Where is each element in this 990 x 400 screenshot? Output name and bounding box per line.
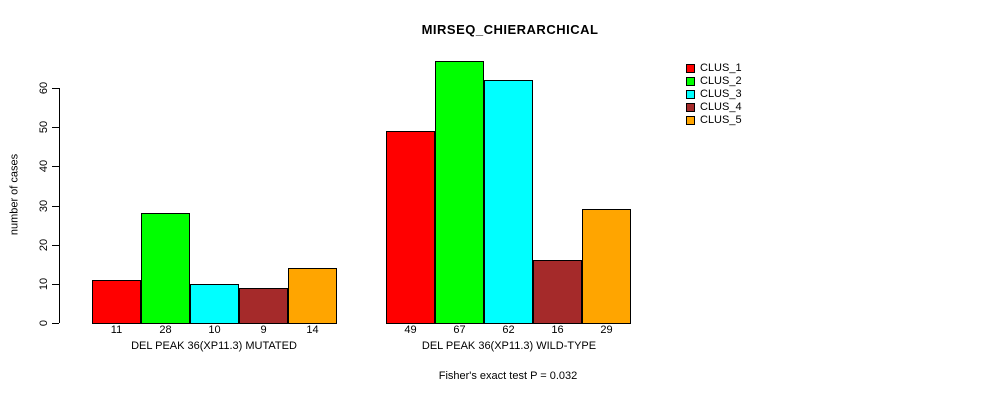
legend-swatch-clus_1 xyxy=(686,64,695,73)
bar-clus_4-group1 xyxy=(239,288,288,324)
bar-clus_3-group2 xyxy=(484,80,533,324)
y-tick-label-30: 30 xyxy=(38,199,50,213)
y-tick-mark-40 xyxy=(52,166,59,167)
bar-clus_5-group2 xyxy=(582,209,631,324)
group-label-wild-type: DEL PEAK 36(XP11.3) WILD-TYPE xyxy=(421,340,597,352)
legend-label-clus_1: CLUS_1 xyxy=(700,62,742,74)
bar-value-clus_4-group1: 9 xyxy=(260,324,267,336)
chart-title: MIRSEQ_CHIERARCHICAL xyxy=(421,22,599,37)
bar-clus_2-group1 xyxy=(141,213,190,324)
legend-row-clus_5: CLUS_5 xyxy=(686,114,742,127)
group-label-mutated: DEL PEAK 36(XP11.3) MUTATED xyxy=(131,340,297,352)
y-tick-mark-30 xyxy=(52,206,59,207)
legend-swatch-clus_5 xyxy=(686,116,695,125)
bar-value-clus_1-group1: 11 xyxy=(110,324,123,336)
legend-row-clus_1: CLUS_1 xyxy=(686,62,742,75)
y-tick-mark-20 xyxy=(52,245,59,246)
bar-clus_1-group2 xyxy=(386,131,435,324)
bar-value-clus_3-group1: 10 xyxy=(208,324,221,336)
y-tick-label-50: 50 xyxy=(38,120,50,134)
legend-label-clus_2: CLUS_2 xyxy=(700,75,742,87)
y-tick-label-0: 0 xyxy=(38,319,50,327)
bar-value-clus_2-group2: 67 xyxy=(453,324,466,336)
legend-swatch-clus_4 xyxy=(686,103,695,112)
legend-row-clus_4: CLUS_4 xyxy=(686,101,742,114)
y-tick-label-10: 10 xyxy=(38,277,50,291)
legend-label-clus_5: CLUS_5 xyxy=(700,114,742,126)
legend-label-clus_3: CLUS_3 xyxy=(700,88,742,100)
legend-swatch-clus_2 xyxy=(686,77,695,86)
bar-value-clus_5-group1: 14 xyxy=(306,324,319,336)
y-axis-label: number of cases xyxy=(8,153,21,236)
bar-value-clus_2-group1: 28 xyxy=(159,324,172,336)
legend-row-clus_2: CLUS_2 xyxy=(686,75,742,88)
bar-value-clus_5-group2: 29 xyxy=(600,324,613,336)
bar-value-clus_3-group2: 62 xyxy=(502,324,515,336)
legend-row-clus_3: CLUS_3 xyxy=(686,88,742,101)
legend: CLUS_1 CLUS_2 CLUS_3 CLUS_4 CLUS_5 xyxy=(686,62,742,127)
legend-swatch-clus_3 xyxy=(686,90,695,99)
y-axis-line xyxy=(59,88,60,323)
bar-clus_1-group1 xyxy=(92,280,141,324)
y-tick-mark-50 xyxy=(52,127,59,128)
legend-label-clus_4: CLUS_4 xyxy=(700,101,742,113)
y-tick-mark-60 xyxy=(52,88,59,89)
y-tick-mark-0 xyxy=(52,323,59,324)
fisher-test-annotation: Fisher's exact test P = 0.032 xyxy=(438,370,578,382)
y-tick-mark-10 xyxy=(52,284,59,285)
bar-clus_2-group2 xyxy=(435,61,484,324)
bar-clus_4-group2 xyxy=(533,260,582,324)
y-tick-label-20: 20 xyxy=(38,238,50,252)
y-tick-label-40: 40 xyxy=(38,159,50,173)
bar-value-clus_1-group2: 49 xyxy=(404,324,417,336)
y-tick-label-60: 60 xyxy=(38,81,50,95)
bar-clus_5-group1 xyxy=(288,268,337,324)
bar-clus_3-group1 xyxy=(190,284,239,324)
bar-value-clus_4-group2: 16 xyxy=(551,324,564,336)
